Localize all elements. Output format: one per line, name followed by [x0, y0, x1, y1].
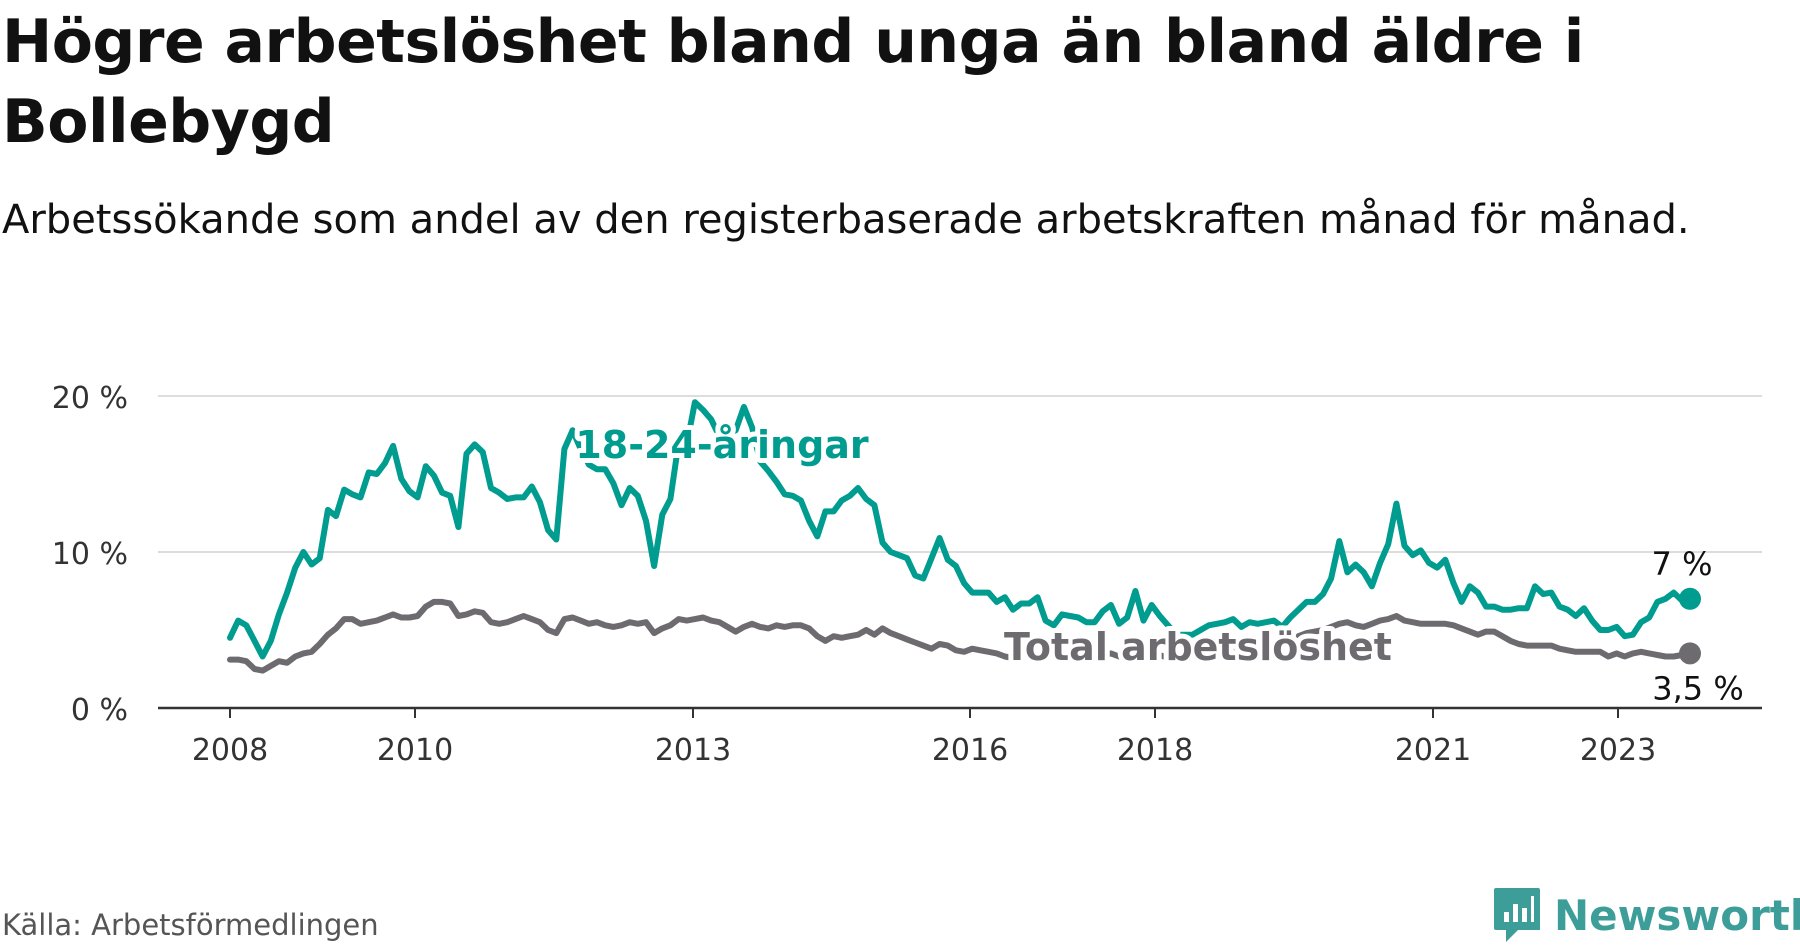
x-tick-label: 2013	[655, 733, 731, 768]
grid-lines	[158, 395, 1762, 553]
series-label-total: Total arbetslöshet	[1004, 625, 1392, 669]
y-tick-label: 0 %	[71, 693, 128, 728]
chart-subtitle: Arbetssökande som andel av den registerb…	[2, 197, 1690, 243]
end-value-youth: 7 %	[1652, 545, 1713, 583]
x-tick-label: 2016	[932, 733, 1008, 768]
source-note: Källa: Arbetsförmedlingen	[2, 908, 379, 942]
series-lines	[227, 399, 1701, 674]
brand-name: Newsworthy	[1554, 890, 1800, 940]
newsworthy-logo: Newsworthy	[1492, 885, 1800, 945]
x-tick-label: 2021	[1395, 733, 1471, 768]
series-label-youth: 18-24-åringar	[575, 423, 869, 467]
x-tick-label: 2018	[1117, 733, 1193, 768]
y-tick-label: 20 %	[52, 381, 128, 416]
y-tick-label: 10 %	[52, 537, 128, 572]
x-tick-label: 2023	[1580, 733, 1656, 768]
newsworthy-icon	[1494, 888, 1540, 942]
x-tick-label: 2010	[377, 733, 453, 768]
chart-title: Högre arbetslöshet bland unga än bland ä…	[2, 7, 1584, 157]
series-endpoint-youth	[1679, 587, 1701, 610]
series-endpoint-total	[1679, 642, 1701, 665]
axes: 0 % 10 % 20 % 2008 2010 2013 2016 2018 2021 2023	[52, 381, 1762, 768]
series-label-youth-halo: 18-24-åringar	[575, 423, 869, 467]
series-line-youth	[227, 399, 1693, 660]
series-label-total-halo: Total arbetslöshet	[1004, 625, 1392, 669]
end-value-total: 3,5 %	[1652, 669, 1743, 707]
series-line-total	[227, 598, 1693, 674]
x-tick-label: 2008	[192, 733, 268, 768]
